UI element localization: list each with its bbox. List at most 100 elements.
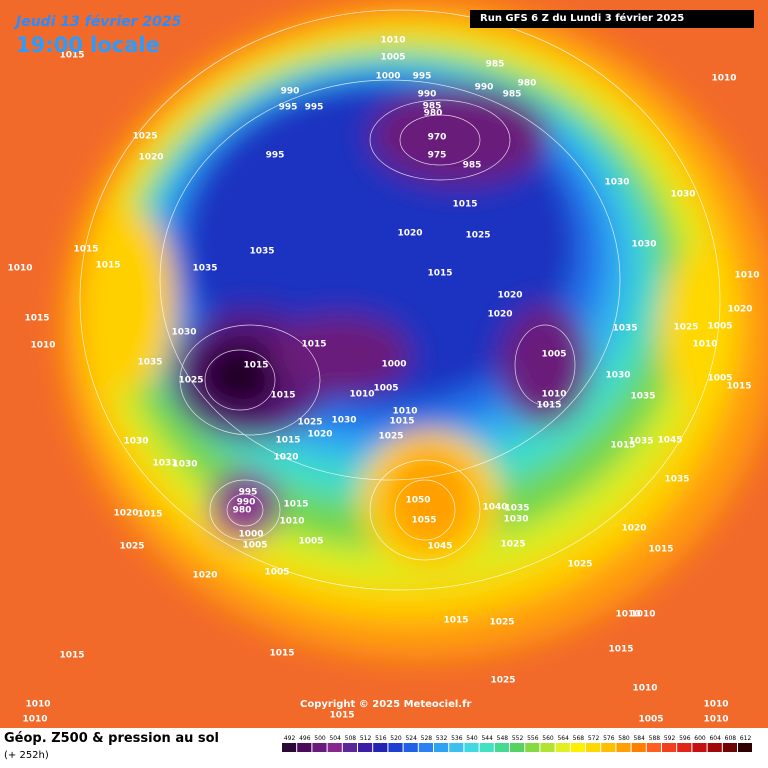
pressure-label: 1015: [270, 391, 295, 401]
legend-value: 516: [375, 735, 387, 742]
legend-swatch: [312, 743, 327, 752]
pressure-label: 1035: [628, 437, 653, 447]
legend-swatch: [616, 743, 631, 752]
legend-swatch: [358, 743, 373, 752]
pressure-label: 1005: [298, 537, 323, 547]
pressure-label: 1000: [381, 360, 406, 370]
pressure-label: 1015: [726, 382, 751, 392]
pressure-label: 1015: [59, 651, 84, 661]
legend-swatch: [494, 743, 509, 752]
pressure-label: 1025: [490, 676, 515, 686]
pressure-label: 1015: [275, 436, 300, 446]
pressure-label: 1020: [138, 153, 163, 163]
pressure-label: 1010: [7, 264, 32, 274]
legend-swatch: [525, 743, 540, 752]
pressure-label: 1005: [707, 374, 732, 384]
pressure-label: 1015: [648, 545, 673, 555]
pressure-label: 1005: [264, 568, 289, 578]
pressure-label: 1050: [405, 496, 430, 506]
legend-value: 552: [512, 735, 524, 742]
pressure-label: 1015: [243, 361, 268, 371]
pressure-label: 1055: [411, 516, 436, 526]
legend-swatch: [403, 743, 418, 752]
pressure-label: 1005: [380, 53, 405, 63]
legend-value: 580: [618, 735, 630, 742]
legend-value: 564: [557, 735, 569, 742]
pressure-label: 995: [413, 72, 432, 82]
pressure-label: 1020: [192, 571, 217, 581]
pressure-label: 1030: [503, 515, 528, 525]
legend-swatch: [646, 743, 661, 752]
legend-value: 492: [284, 735, 296, 742]
pressure-label: 1010: [630, 610, 655, 620]
legend-value: 528: [421, 735, 433, 742]
pressure-label: 985: [423, 102, 442, 112]
legend-swatch: [510, 743, 525, 752]
pressure-label: 1025: [378, 432, 403, 442]
legend-value: 540: [466, 735, 478, 742]
pressure-label: 1040: [482, 503, 507, 513]
pressure-label: 1010: [703, 715, 728, 725]
pressure-label: 1015: [427, 269, 452, 279]
legend-value: 576: [603, 735, 615, 742]
legend-value: 548: [497, 735, 509, 742]
pressure-label: 1010: [25, 700, 50, 710]
legend-value: 556: [527, 735, 539, 742]
legend-swatch: [662, 743, 677, 752]
legend-value: 600: [694, 735, 706, 742]
pressure-label: 990: [281, 87, 300, 97]
legend-swatch: [570, 743, 585, 752]
legend-value: 568: [573, 735, 585, 742]
pressure-label: 1020: [727, 305, 752, 315]
pressure-label: 1030: [605, 371, 630, 381]
pressure-label: 1015: [95, 261, 120, 271]
pressure-label: 1020: [487, 310, 512, 320]
legend-swatch: [388, 743, 403, 752]
legend-swatch: [738, 743, 752, 752]
legend-swatch: [282, 743, 297, 752]
pressure-label: 1005: [638, 715, 663, 725]
legend-swatch: [327, 743, 342, 752]
pressure-label: 1035: [192, 264, 217, 274]
pressure-label: 1010: [380, 36, 405, 46]
pressure-label: 1025: [673, 323, 698, 333]
pressure-label: 1030: [172, 460, 197, 470]
legend-swatch: [601, 743, 616, 752]
legend-value: 512: [360, 735, 372, 742]
pressure-label: 1025: [297, 418, 322, 428]
pressure-label: 1015: [137, 510, 162, 520]
pressure-label: 1035: [664, 475, 689, 485]
legend-swatch: [692, 743, 707, 752]
pressure-label: 1010: [703, 700, 728, 710]
pressure-label: 1010: [22, 715, 47, 725]
legend-value: 536: [451, 735, 463, 742]
pressure-label: 1015: [443, 616, 468, 626]
pressure-label: 1035: [504, 504, 529, 514]
pressure-label: 1015: [24, 314, 49, 324]
pressure-label: 1025: [178, 376, 203, 386]
legend-value: 596: [679, 735, 691, 742]
pressure-label: 995: [279, 103, 298, 113]
legend-value: 544: [481, 735, 493, 742]
legend-value: 572: [588, 735, 600, 742]
footer: Géop. Z500 & pression au sol (+ 252h) 49…: [0, 728, 768, 768]
forecast-time: 19:00 locale: [16, 33, 160, 57]
legend-swatch: [449, 743, 464, 752]
legend-value: 584: [633, 735, 645, 742]
pressure-label: 1030: [171, 328, 196, 338]
pressure-label: 995: [305, 103, 324, 113]
pressure-label: 985: [463, 161, 482, 171]
pressure-label: 1025: [132, 132, 157, 142]
pressure-label: 990: [418, 90, 437, 100]
pressure-label: 985: [486, 60, 505, 70]
pressure-label: 980: [233, 506, 252, 516]
legend-swatch: [373, 743, 388, 752]
legend-value: 504: [329, 735, 341, 742]
pressure-label: 1025: [119, 542, 144, 552]
legend-swatch: [418, 743, 433, 752]
forecast-date: Jeudi 13 février 2025: [16, 14, 182, 30]
legend-value: 500: [314, 735, 326, 742]
pressure-label: 1015: [283, 500, 308, 510]
